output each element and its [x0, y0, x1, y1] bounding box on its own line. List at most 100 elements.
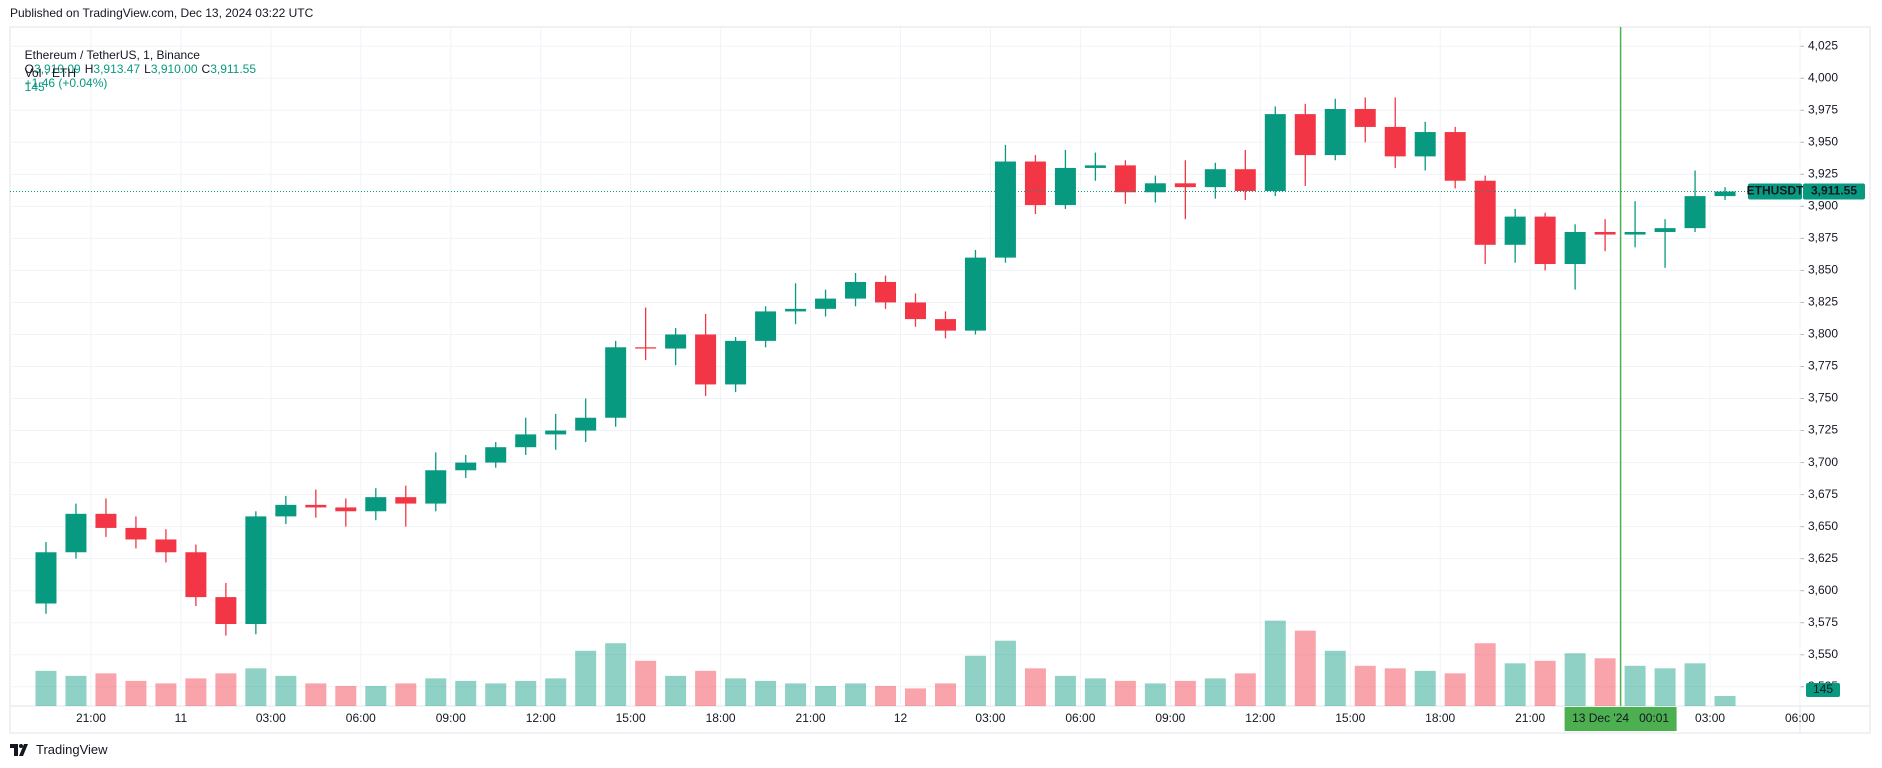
candle-body [635, 347, 657, 349]
x-tick-label: 12 [894, 711, 908, 725]
x-tick-label: 18:00 [706, 711, 736, 725]
candle-body [845, 281, 867, 299]
volume-bar [755, 680, 777, 706]
volume-bar [1234, 673, 1256, 706]
candle-body [215, 597, 237, 625]
volume-bar [875, 685, 897, 706]
candle-body [1714, 191, 1736, 197]
candle-body [665, 334, 687, 349]
candle-body [964, 257, 986, 331]
y-tick-label: 3,650 [1808, 519, 1838, 533]
volume-bar [95, 673, 117, 706]
symbol-label: ETHUSDT [1747, 184, 1804, 198]
logo [10, 743, 28, 756]
y-tick-label: 3,700 [1808, 455, 1838, 469]
ohlc-value: 3,910.09 [34, 62, 81, 76]
volume-bar [1714, 695, 1736, 706]
volume-bar [575, 650, 597, 706]
candle-body [1564, 231, 1586, 265]
y-tick-label: 3,825 [1808, 295, 1838, 309]
volume-bar [305, 683, 327, 706]
y-tick-label: 3,850 [1808, 263, 1838, 277]
volume-bar [1144, 683, 1166, 706]
x-tick-label: 09:00 [436, 711, 466, 725]
y-tick-label: 3,925 [1808, 167, 1838, 181]
candle-body [1024, 161, 1046, 206]
candle-body [1504, 216, 1526, 245]
y-tick-label: 3,950 [1808, 134, 1838, 148]
candle-body [1264, 114, 1286, 191]
x-tick-label: 03:00 [1695, 711, 1725, 725]
candle-body [155, 539, 177, 553]
x-tick-label: 21:00 [1515, 711, 1545, 725]
x-tick-label: 15:00 [616, 711, 646, 725]
published-note: Published on TradingView.com, Dec 13, 20… [10, 6, 314, 20]
volume-bar [545, 678, 567, 706]
candle-body [425, 470, 447, 504]
candle-body [275, 504, 297, 517]
candle-body [575, 417, 597, 431]
candle-body [1444, 132, 1466, 181]
y-tick-label: 3,800 [1808, 327, 1838, 341]
volume-bar [35, 670, 57, 706]
volume-bar [185, 678, 207, 706]
y-tick-label: 3,900 [1808, 199, 1838, 213]
chart-frame [9, 26, 1871, 734]
x-tick-label: 12:00 [1245, 711, 1275, 725]
volume-bar [425, 678, 447, 706]
volume-bar [275, 675, 297, 706]
candle-body [1684, 196, 1706, 229]
volume-bar [1414, 670, 1436, 706]
volume-bar [125, 680, 147, 706]
volume-bar [605, 643, 627, 706]
candle-body [1594, 231, 1616, 235]
brand: TradingView [36, 742, 108, 757]
volume-bar [934, 683, 956, 706]
ohlc: O3,910.09 H3,913.47 L3,910.00 C3,911.55 [25, 62, 260, 76]
candle-body [1354, 108, 1376, 127]
y-tick-label: 3,975 [1808, 102, 1838, 116]
volume-bar [1654, 668, 1676, 706]
volume-bar [994, 640, 1016, 706]
x-tick-label: 03:00 [256, 711, 286, 725]
ohlc-value: 3,913.47 [93, 62, 141, 76]
volume-bar [1684, 663, 1706, 706]
candle-body [905, 302, 926, 320]
candle-body [1144, 183, 1166, 193]
volume-bar [335, 685, 357, 706]
ohlc-value: 3,910.00 [150, 62, 198, 76]
candle-body [1294, 114, 1316, 156]
volume-badge-label: 145 [1813, 682, 1833, 696]
ohlc-value: 3,911.55 [210, 62, 257, 76]
volume-bar [1294, 630, 1316, 706]
volume-value: 145 [24, 80, 45, 94]
candle-body [1234, 169, 1256, 191]
candle-body [605, 347, 627, 418]
candle-body [1474, 180, 1496, 245]
ohlc-key: O [24, 62, 35, 76]
candle-body [35, 552, 57, 604]
x-tick-label: 06:00 [1065, 711, 1095, 725]
chart: 3,5253,5503,5753,6003,6253,6503,6753,700… [9, 26, 1871, 734]
candle-body [485, 447, 507, 463]
x-tick-label: 03:00 [975, 711, 1005, 725]
price-badge [1803, 183, 1865, 200]
candle-body [1204, 169, 1226, 188]
candle-body [395, 497, 417, 504]
crosshair-label: 13 Dec '24 00:01 [1572, 711, 1669, 725]
candle-body [245, 516, 267, 625]
volume-bar [1264, 620, 1286, 706]
volume-bar [1054, 675, 1076, 706]
candle-body [455, 462, 477, 471]
ohlc-key: C [201, 62, 211, 76]
volume-bar [1624, 665, 1646, 706]
x-tick-label: 09:00 [1155, 711, 1185, 725]
change: +1.46 (+0.04%) [24, 76, 108, 90]
candle-body [1174, 183, 1196, 188]
volume-bar [1084, 678, 1106, 706]
y-tick-label: 3,575 [1808, 615, 1838, 629]
volume-bar [1564, 653, 1586, 706]
x-tick-label: 21:00 [76, 711, 106, 725]
candle-body [1534, 216, 1556, 265]
volume-bar [1444, 673, 1466, 706]
